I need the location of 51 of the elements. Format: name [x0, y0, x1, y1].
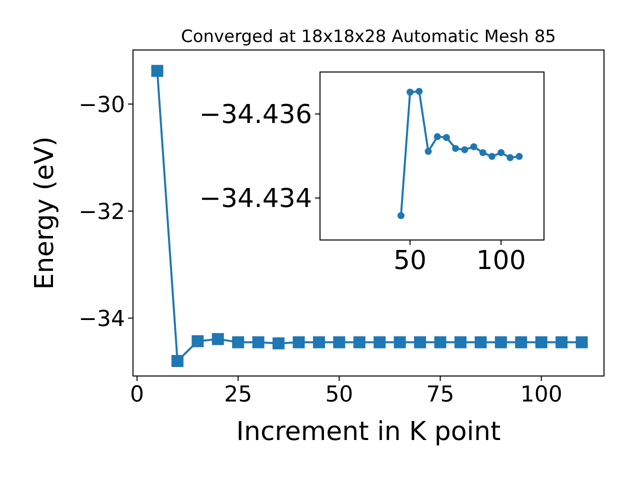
y-tick-label: −32 — [78, 200, 125, 225]
point — [232, 336, 244, 348]
y-tick-label: −34.436 — [199, 100, 312, 130]
x-tick-label: 75 — [426, 382, 454, 408]
x-tick-label: 50 — [394, 246, 427, 276]
point — [535, 336, 548, 348]
point — [416, 88, 423, 95]
x-tick-label: 100 — [520, 382, 562, 408]
point — [424, 148, 432, 155]
chart-title: Converged at 18x18x28 Automatic Mesh 85 — [181, 27, 556, 47]
x-axis-title: Increment in K point — [236, 417, 501, 447]
point — [515, 336, 528, 348]
point — [461, 146, 468, 154]
point — [479, 149, 486, 156]
y-tick-label: −34 — [78, 306, 125, 332]
point — [272, 337, 285, 350]
point — [406, 88, 414, 96]
point — [434, 336, 446, 348]
point — [394, 336, 406, 348]
point — [397, 212, 404, 220]
point — [494, 336, 507, 348]
y-tick-label: −34.434 — [199, 184, 312, 214]
x-tick-label: 0 — [130, 382, 144, 408]
point — [576, 336, 588, 348]
y-tick-label: −30 — [78, 92, 125, 118]
x-tick-label: 100 — [476, 246, 526, 276]
point — [414, 336, 426, 348]
y-axis-title: Energy (eV) — [30, 136, 60, 290]
point — [516, 152, 523, 160]
point — [454, 336, 466, 348]
point — [353, 336, 366, 348]
point — [171, 355, 184, 368]
point — [292, 336, 305, 348]
point — [374, 336, 386, 348]
point — [151, 64, 164, 77]
point — [556, 336, 568, 348]
point — [192, 335, 204, 348]
point — [506, 154, 514, 162]
x-tick-label: 25 — [224, 382, 252, 408]
point — [498, 149, 505, 156]
point — [312, 336, 325, 348]
point — [452, 144, 460, 152]
point — [212, 333, 224, 346]
point — [333, 336, 346, 348]
point — [470, 143, 478, 150]
point — [442, 134, 450, 142]
point — [252, 336, 264, 348]
x-tick-label: 50 — [325, 382, 354, 408]
point — [488, 152, 496, 160]
point — [434, 133, 441, 140]
point — [474, 336, 487, 348]
